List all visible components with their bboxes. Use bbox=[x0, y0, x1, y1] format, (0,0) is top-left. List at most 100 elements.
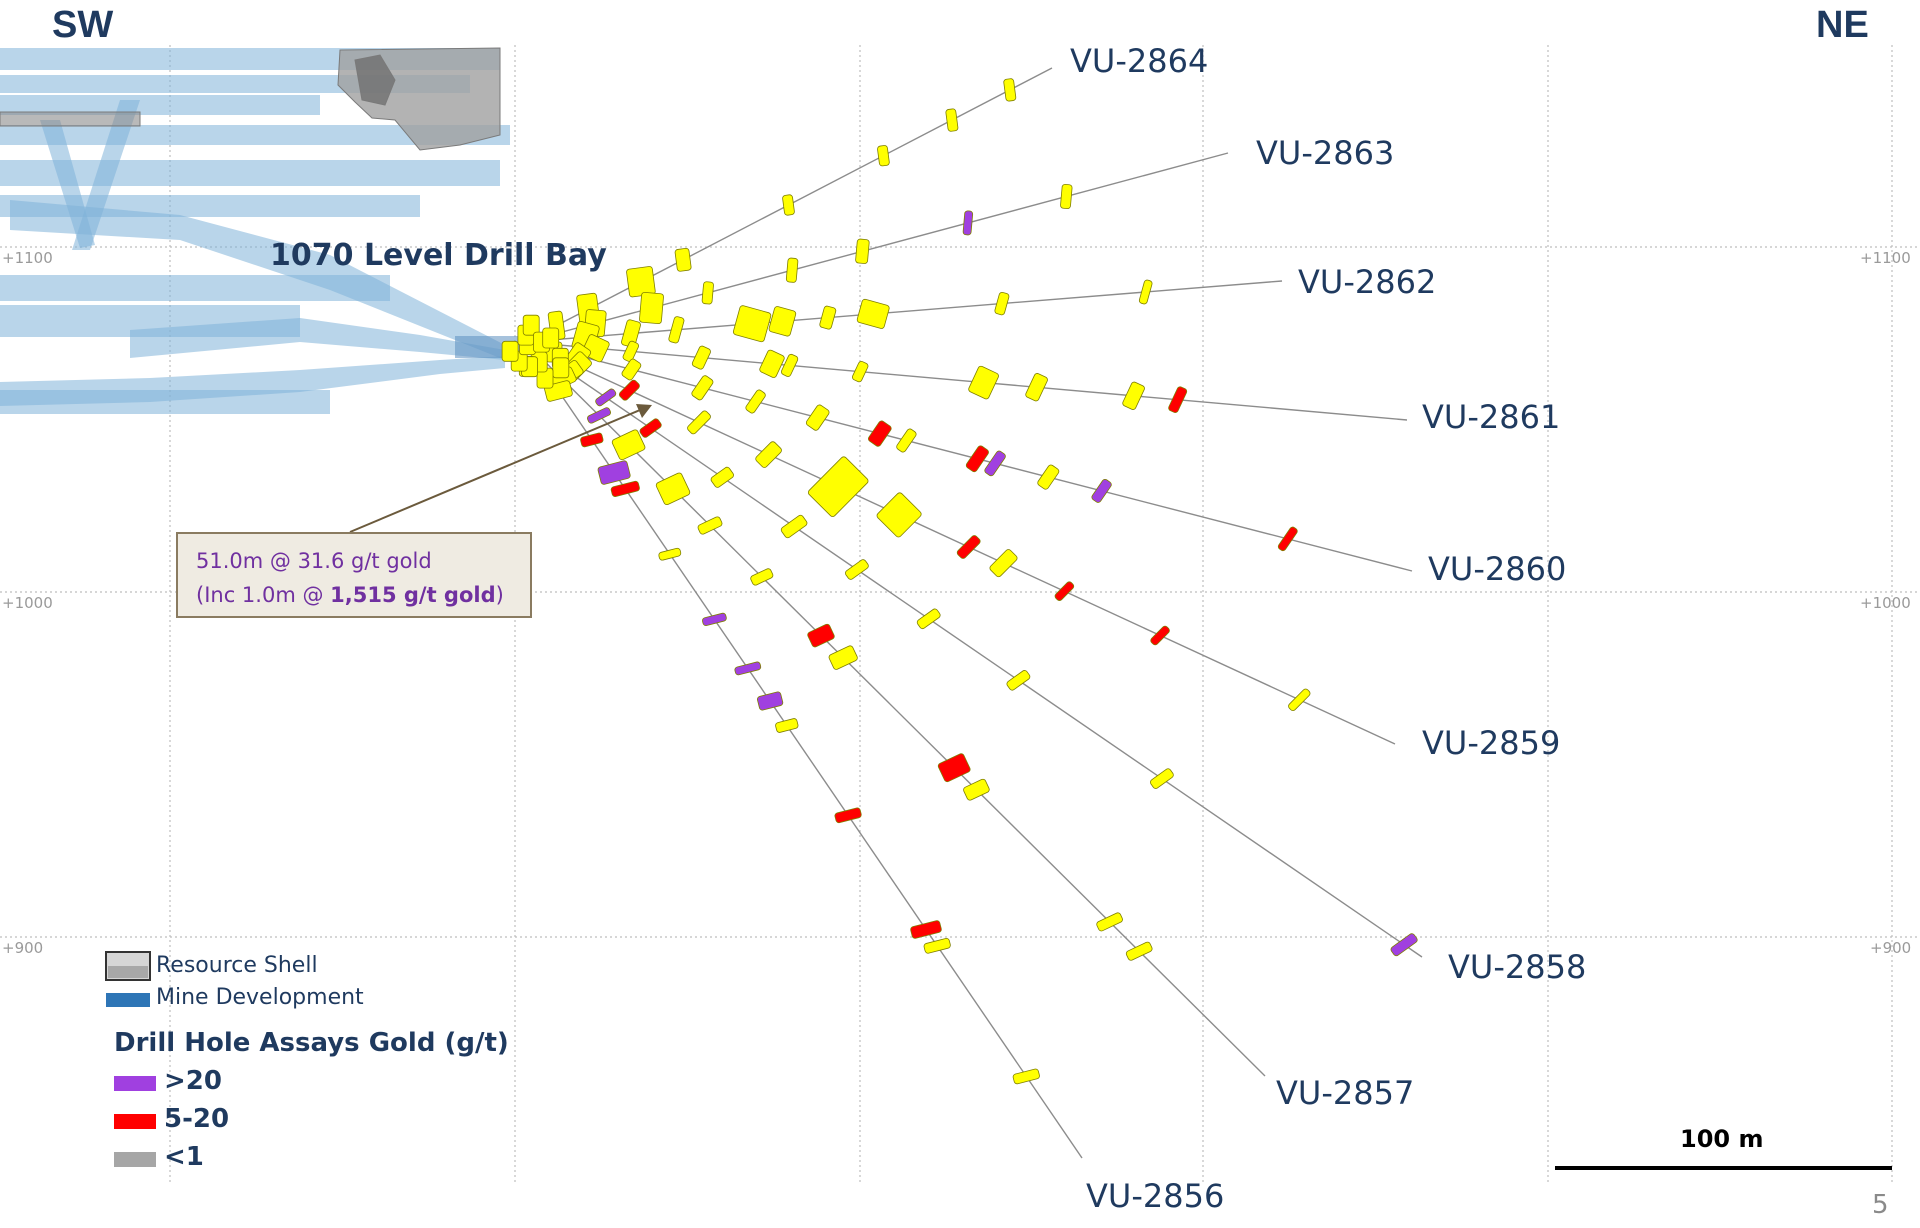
ore-intercept bbox=[910, 920, 942, 939]
ore-intercept bbox=[877, 145, 890, 167]
elevation-label: +1100 bbox=[2, 249, 53, 267]
elevation-label: +1000 bbox=[2, 594, 53, 612]
ore-intercept bbox=[580, 432, 604, 448]
ore-intercept bbox=[834, 807, 862, 824]
ore-intercept bbox=[755, 441, 782, 468]
drill-hole-label: VU-2860 bbox=[1428, 550, 1567, 588]
ore-intercept bbox=[587, 407, 611, 424]
page-number: 5 bbox=[1872, 1190, 1889, 1220]
callout-line-2: (Inc 1.0m @ 1,515 g/t gold) bbox=[196, 578, 512, 612]
ore-intercept bbox=[775, 718, 799, 733]
ore-intercept bbox=[1168, 386, 1188, 414]
ore-intercept bbox=[994, 291, 1010, 316]
ore-intercept bbox=[1150, 625, 1170, 646]
legend-assay-title: Drill Hole Assays Gold (g/t) bbox=[114, 1028, 509, 1058]
legend-resource-shell: Resource Shell bbox=[156, 953, 318, 978]
drill-hole-traces bbox=[524, 67, 1423, 1159]
elevation-label: +1100 bbox=[1860, 249, 1911, 267]
ore-intercept bbox=[782, 194, 795, 216]
ore-intercept bbox=[856, 298, 890, 329]
ore-intercept bbox=[759, 349, 785, 378]
ore-intercept bbox=[896, 428, 917, 453]
drill-hole-label: VU-2856 bbox=[1086, 1177, 1225, 1215]
elevation-label: +900 bbox=[2, 939, 44, 957]
ore-intercept bbox=[691, 345, 711, 370]
elevation-label: +900 bbox=[1870, 939, 1912, 957]
ore-intercept bbox=[984, 450, 1006, 477]
ore-intercept bbox=[639, 291, 664, 325]
ore-intercept bbox=[780, 514, 808, 539]
direction-sw: SW bbox=[52, 4, 114, 46]
assay-label-high: >20 bbox=[164, 1066, 222, 1096]
legend-mine-development: Mine Development bbox=[156, 985, 364, 1010]
drill-hole-label: VU-2858 bbox=[1448, 948, 1587, 986]
ore-intercept bbox=[807, 456, 869, 517]
callout-highlight-grade: 1,515 g/t gold bbox=[330, 583, 496, 607]
ore-intercept bbox=[621, 358, 642, 381]
resource-shell bbox=[0, 47, 501, 151]
callout-line-1: 51.0m @ 31.6 g/t gold bbox=[196, 549, 432, 573]
ore-intercept bbox=[702, 612, 727, 626]
ore-intercept bbox=[611, 429, 646, 461]
ore-intercept bbox=[674, 247, 692, 272]
callout-pointer bbox=[349, 404, 652, 533]
ore-intercept bbox=[989, 549, 1018, 578]
ore-intercept bbox=[807, 623, 835, 648]
drill-bay-intercept bbox=[501, 340, 519, 362]
ore-intercept bbox=[595, 388, 617, 407]
ore-intercept bbox=[1054, 581, 1075, 601]
ore-intercept bbox=[622, 340, 639, 362]
ore-intercept bbox=[610, 480, 640, 497]
drill-hole-label: VU-2857 bbox=[1276, 1074, 1415, 1112]
ore-intercept bbox=[1096, 912, 1123, 932]
direction-ne: NE bbox=[1816, 4, 1869, 46]
ore-intercept bbox=[1003, 78, 1017, 102]
drill-bay-intercept bbox=[552, 357, 570, 379]
ore-intercept bbox=[1125, 941, 1153, 961]
ore-intercept bbox=[639, 418, 662, 438]
ore-intercept bbox=[868, 420, 892, 447]
drill-hole-label: VU-2861 bbox=[1422, 398, 1561, 436]
drill-hole-label: VU-2863 bbox=[1256, 134, 1395, 172]
assay-swatch-low bbox=[114, 1152, 156, 1167]
ore-intercept bbox=[1091, 478, 1112, 503]
ore-intercept bbox=[945, 108, 959, 132]
ore-intercepts bbox=[501, 78, 1418, 1085]
mine-development bbox=[0, 48, 525, 414]
ore-intercept bbox=[845, 559, 869, 580]
ore-intercept bbox=[962, 210, 974, 236]
ore-intercept bbox=[1138, 279, 1153, 305]
ore-intercept bbox=[687, 410, 711, 435]
drill-hole-label: VU-2859 bbox=[1422, 724, 1561, 762]
ore-intercept bbox=[750, 568, 774, 586]
callout-line-2-suffix: ) bbox=[495, 583, 504, 607]
ore-intercept bbox=[876, 492, 922, 538]
ore-intercept bbox=[756, 691, 784, 711]
ore-intercept bbox=[1037, 464, 1060, 490]
scale-bar-label: 100 m bbox=[1680, 1125, 1764, 1153]
ore-intercept bbox=[1390, 933, 1418, 957]
elevation-label: +1000 bbox=[1860, 594, 1911, 612]
ore-intercept bbox=[805, 404, 830, 431]
assay-label-low: <1 bbox=[164, 1142, 204, 1172]
ore-intercept bbox=[852, 361, 869, 383]
ore-intercept bbox=[963, 778, 990, 801]
ore-intercept bbox=[710, 466, 734, 488]
ore-intercept bbox=[655, 472, 691, 506]
ore-intercept bbox=[968, 365, 999, 400]
assay-swatch-mid bbox=[114, 1114, 156, 1129]
ore-intercept bbox=[1288, 688, 1311, 712]
ore-intercept bbox=[1150, 768, 1174, 789]
ore-intercept bbox=[965, 445, 989, 473]
ore-intercept bbox=[1060, 183, 1073, 210]
ore-intercept bbox=[701, 281, 714, 305]
ore-intercept bbox=[1122, 381, 1145, 410]
ore-intercept bbox=[734, 661, 762, 676]
ore-intercept bbox=[618, 379, 640, 401]
ore-intercept bbox=[923, 937, 951, 954]
assay-label-mid: 5-20 bbox=[164, 1104, 230, 1134]
ore-intercept bbox=[691, 375, 714, 401]
ore-intercept bbox=[1006, 670, 1031, 691]
